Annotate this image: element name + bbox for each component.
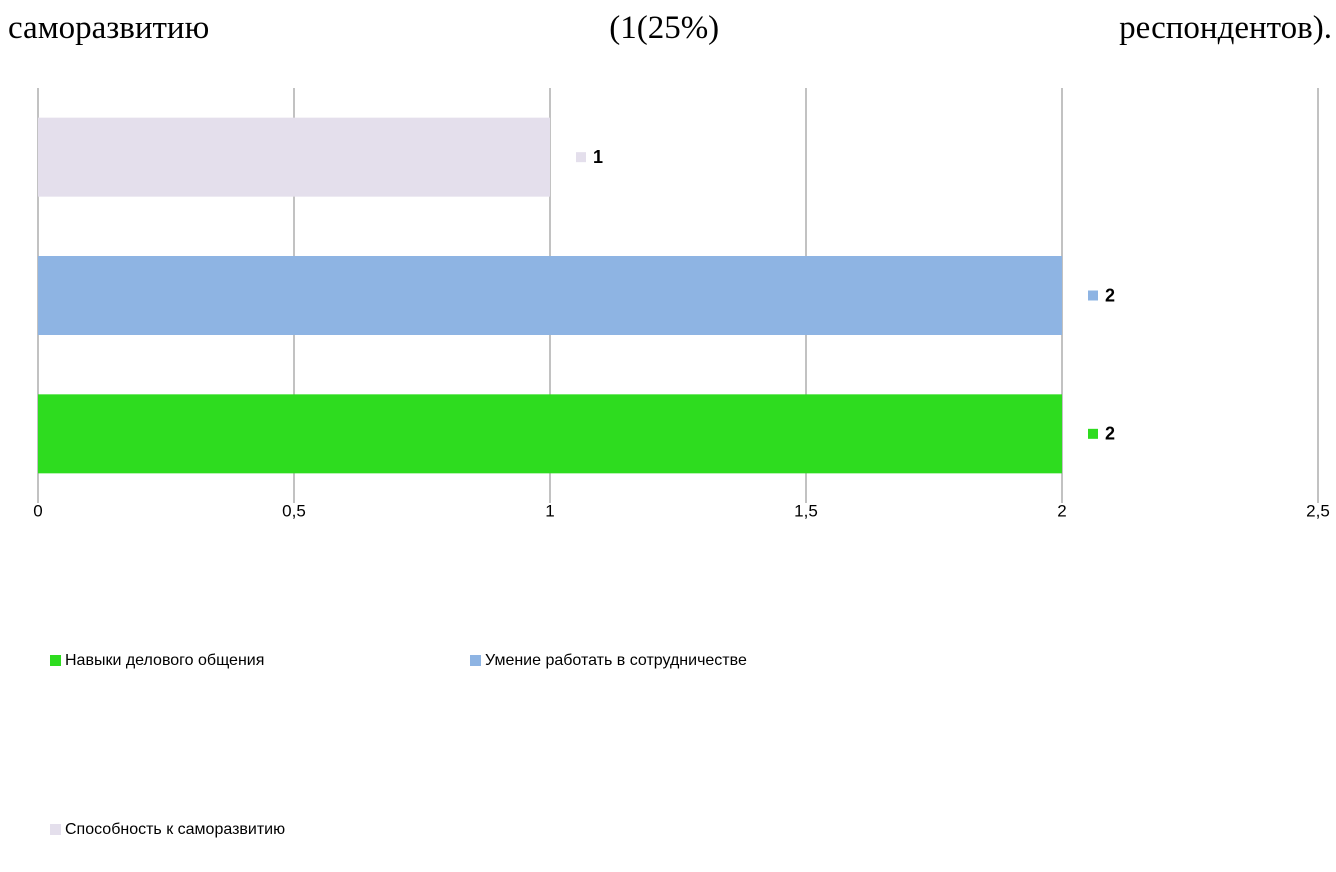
data-label: 1 xyxy=(593,147,603,167)
document-text: саморазвитию (1(25%) респондентов). xyxy=(8,10,1332,46)
legend-label: Способность к саморазвитию xyxy=(65,821,285,838)
bar xyxy=(38,256,1062,335)
bar xyxy=(38,117,550,197)
x-tick-label: 1 xyxy=(545,501,554,520)
legend-key xyxy=(470,655,481,666)
data-label: 2 xyxy=(1105,424,1115,444)
x-tick-label: 1,5 xyxy=(794,501,818,520)
legend-label: Умение работать в сотрудничестве xyxy=(485,652,747,669)
data-label-key xyxy=(576,152,586,163)
bar xyxy=(38,394,1062,474)
legend-key xyxy=(50,824,61,835)
x-tick-label: 0 xyxy=(33,501,42,520)
legend-label: Навыки делового общения xyxy=(65,652,264,669)
x-tick-label: 0,5 xyxy=(282,501,306,520)
legend-key xyxy=(50,655,61,666)
data-label: 2 xyxy=(1105,285,1115,305)
data-label-key xyxy=(1088,428,1098,439)
x-tick-label: 2,5 xyxy=(1306,501,1330,520)
data-label-key xyxy=(1088,290,1098,301)
x-tick-label: 2 xyxy=(1057,501,1066,520)
